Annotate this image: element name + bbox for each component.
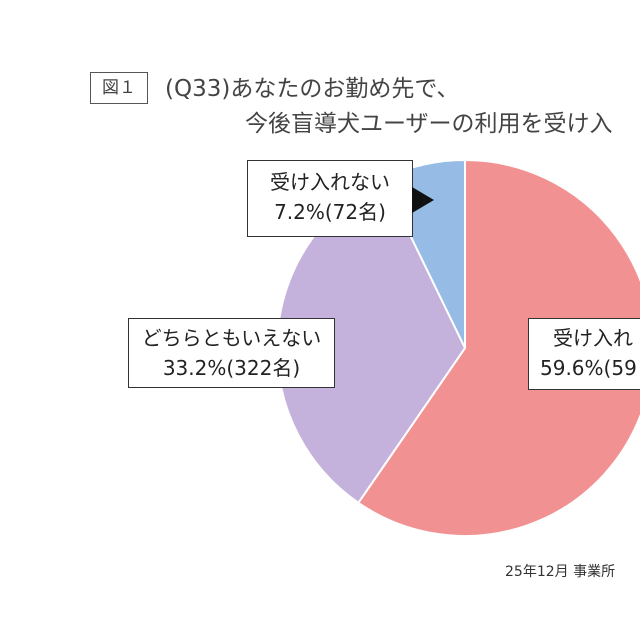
slice-label-reject-name: 受け入れない: [270, 170, 390, 194]
chart-title-line-2: 今後盲導犬ユーザーの利用を受け入: [245, 111, 613, 137]
slice-label-reject: 受け入れない 7.2%(72名): [247, 160, 413, 237]
slice-label-accept-name: 受け入れ: [553, 326, 633, 350]
chart-title-line-1: (Q33)あなたのお勤め先で、: [165, 76, 460, 102]
slice-label-accept: 受け入れ 59.6%(59: [528, 318, 640, 390]
footer-note: 25年12月 事業所: [505, 564, 616, 580]
pie-slice-accept: [356, 158, 640, 537]
slice-label-neutral: どちらともいえない 33.2%(322名): [128, 318, 335, 388]
slice-label-neutral-name: どちらともいえない: [141, 326, 322, 350]
slice-label-accept-value: 59.6%(59: [540, 356, 637, 380]
slice-label-reject-value: 7.2%(72名): [274, 200, 386, 224]
figure-label: 図１: [90, 72, 148, 104]
slice-label-neutral-value: 33.2%(322名): [162, 356, 301, 380]
